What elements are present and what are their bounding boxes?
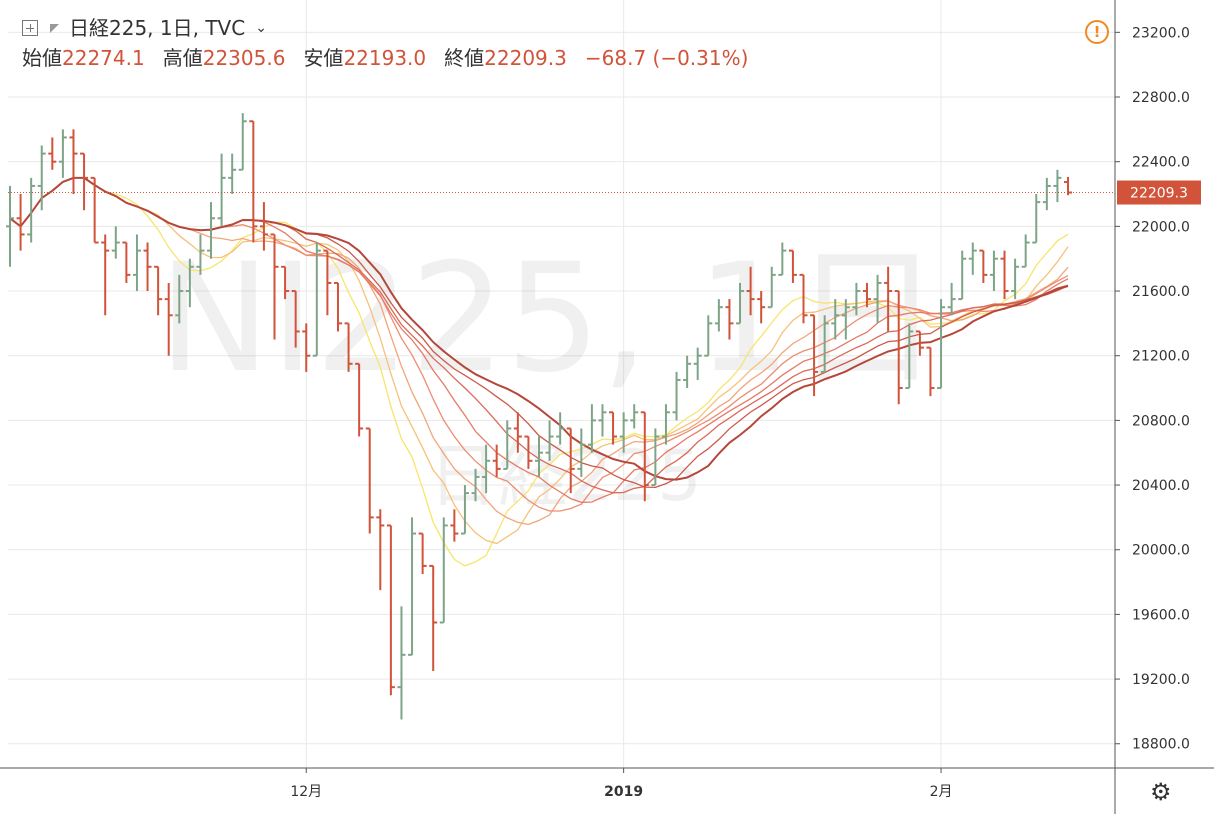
ma-ribbon-line	[9, 176, 1069, 481]
x-tick-label: 12月	[290, 784, 322, 800]
flag-icon[interactable]	[50, 23, 59, 33]
add-symbol-icon[interactable]	[22, 20, 38, 36]
y-tick-label: 22800.0	[1132, 90, 1190, 106]
watermark-main: NI225, 1日	[158, 232, 942, 406]
x-tick-label: 2019	[604, 784, 643, 800]
chart-legend: 日経225, 1日, TVC ⌄ 始値22274.1 高値22305.6 安値2…	[22, 14, 748, 72]
low-label: 安値	[303, 46, 344, 70]
change-value: −68.7 (−0.31%)	[584, 46, 749, 70]
last-price-badge	[1117, 180, 1201, 205]
close-value: 22209.3	[484, 46, 567, 70]
y-tick-label: 20800.0	[1132, 413, 1190, 429]
close-label: 終値	[444, 46, 485, 70]
y-tick-label: 22000.0	[1132, 219, 1190, 235]
y-tick-label: 19200.0	[1132, 672, 1190, 688]
symbol-title[interactable]: 日経225, 1日, TVC	[69, 16, 246, 40]
high-label: 高値	[162, 46, 203, 70]
y-tick-label: 20000.0	[1132, 543, 1190, 559]
x-tick-label: 2月	[930, 784, 953, 800]
chevron-down-icon[interactable]: ⌄	[255, 20, 267, 36]
low-value: 22193.0	[343, 46, 427, 70]
y-tick-label: 21600.0	[1132, 284, 1190, 300]
high-value: 22305.6	[202, 46, 286, 70]
open-label: 始値	[22, 46, 62, 70]
open-value: 22274.1	[62, 46, 145, 70]
y-tick-label: 21200.0	[1132, 349, 1190, 365]
last-price-label: 22209.3	[1130, 186, 1188, 202]
y-tick-label: 20400.0	[1132, 478, 1190, 494]
y-tick-label: 19600.0	[1132, 607, 1190, 623]
watermark-sub: 日経225	[428, 435, 702, 517]
y-tick-label: 23200.0	[1132, 25, 1190, 41]
y-tick-label: 22400.0	[1132, 155, 1190, 171]
y-tick-label: 18800.0	[1132, 737, 1190, 753]
warning-icon[interactable]: !	[1085, 20, 1109, 44]
settings-gear-icon[interactable]: ⚙	[1150, 778, 1172, 806]
